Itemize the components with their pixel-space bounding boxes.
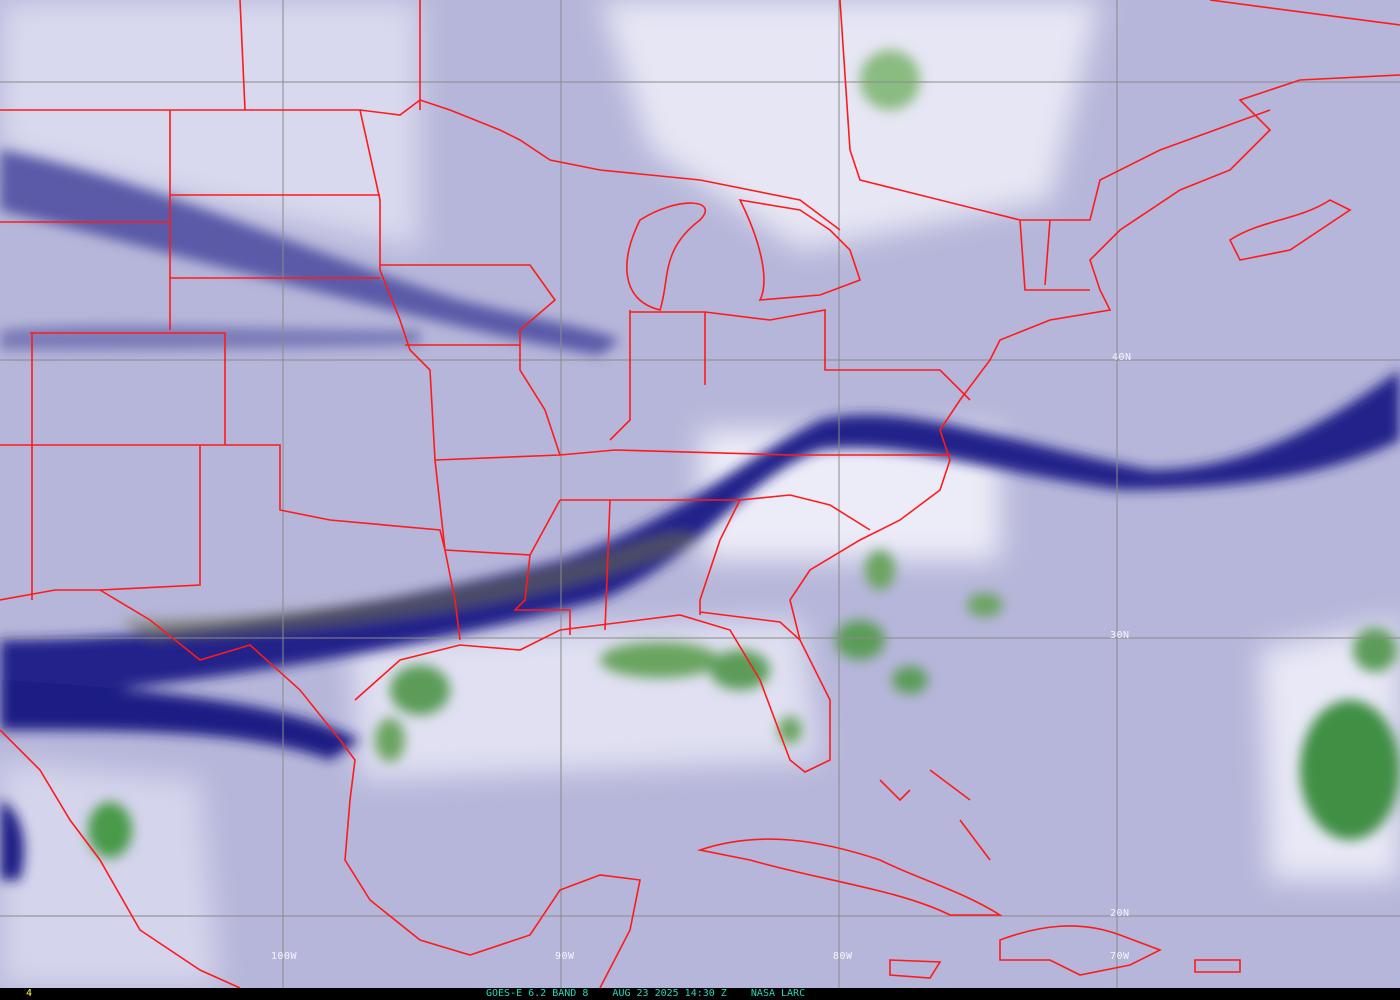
lon-label-80w: 80W [833,951,853,962]
caption-bar: 4 GOES-E 6.2 BAND 8 AUG 23 2025 14:30 Z … [0,988,1400,1000]
lon-label-100w: 100W [271,951,298,962]
lon-label-70w: 70W [1110,951,1130,962]
lon-label-90w: 90W [555,951,575,962]
lat-label-20n: 20N [1110,908,1130,919]
image-caption: GOES-E 6.2 BAND 8 AUG 23 2025 14:30 Z NA… [486,988,806,999]
lat-label-40n: 40N [1112,352,1132,363]
frame-number: 4 [26,988,33,999]
lat-label-30n: 30N [1110,630,1130,641]
dry-band [0,150,1400,880]
cold-cloud-tops [88,50,1400,858]
